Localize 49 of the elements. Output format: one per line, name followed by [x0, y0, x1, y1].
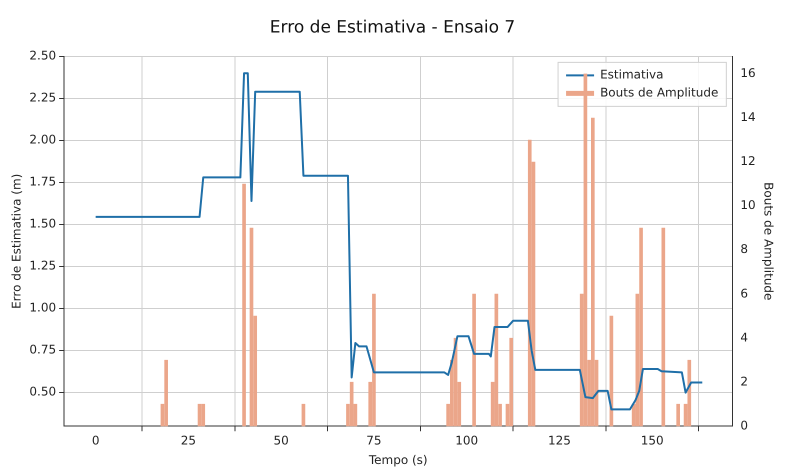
- y-tick-label: 0.75: [29, 342, 56, 357]
- x-tick-label: 0: [92, 434, 100, 448]
- y-axis-title: Erro de Estimativa (m): [9, 174, 24, 309]
- bar: [201, 404, 206, 426]
- legend-label: Bouts de Amplitude: [600, 86, 718, 100]
- y-tick-label: 0.50: [29, 384, 56, 399]
- x-axis-title: Tempo (s): [368, 452, 428, 467]
- bar: [676, 404, 680, 426]
- y-tick-label: 1.00: [29, 300, 56, 315]
- x-tick-label: 150: [640, 434, 664, 448]
- bar: [164, 360, 168, 426]
- y2-tick-label: 4: [740, 330, 748, 344]
- bar: [528, 140, 532, 426]
- y2-tick-label: 0: [740, 418, 748, 432]
- bar: [509, 338, 514, 426]
- bar: [198, 404, 202, 426]
- y-tick-label: 1.50: [29, 216, 56, 231]
- y-tick-label: 1.25: [29, 258, 56, 273]
- bar: [661, 228, 666, 426]
- bar: [242, 184, 246, 426]
- bar: [590, 118, 595, 426]
- y2-tick-label: 6: [740, 286, 748, 300]
- x-tick-label: 100: [455, 434, 478, 448]
- bar: [350, 382, 354, 426]
- chart-title: Erro de Estimativa - Ensaio 7: [270, 18, 516, 38]
- bar: [454, 338, 458, 426]
- y-tick-label: 2.50: [29, 48, 56, 63]
- x-tick-label: 25: [180, 434, 196, 448]
- bar: [472, 294, 476, 426]
- y-tick-label: 2.25: [29, 90, 56, 105]
- x-tick-label: 50: [274, 434, 289, 448]
- y2-tick-label: 10: [740, 198, 756, 212]
- legend-label: Estimativa: [600, 68, 664, 82]
- y2-axis-title: Bouts de Amplitude: [762, 182, 776, 300]
- y2-tick-label: 16: [740, 66, 756, 80]
- y2-tick-label: 14: [740, 110, 756, 124]
- y-tick-label: 2.00: [29, 132, 56, 147]
- y2-tick-label: 2: [740, 374, 748, 388]
- bar: [302, 404, 306, 426]
- x-tick-label: 75: [366, 434, 382, 448]
- y2-tick-label: 12: [740, 154, 756, 168]
- y2-tick-label: 8: [740, 242, 748, 256]
- bar: [494, 294, 498, 426]
- bar: [250, 228, 254, 426]
- bar: [610, 316, 614, 426]
- bar: [372, 294, 376, 426]
- x-tick-label: 125: [548, 434, 571, 448]
- y-tick-label: 1.75: [29, 174, 56, 189]
- bar: [639, 228, 643, 426]
